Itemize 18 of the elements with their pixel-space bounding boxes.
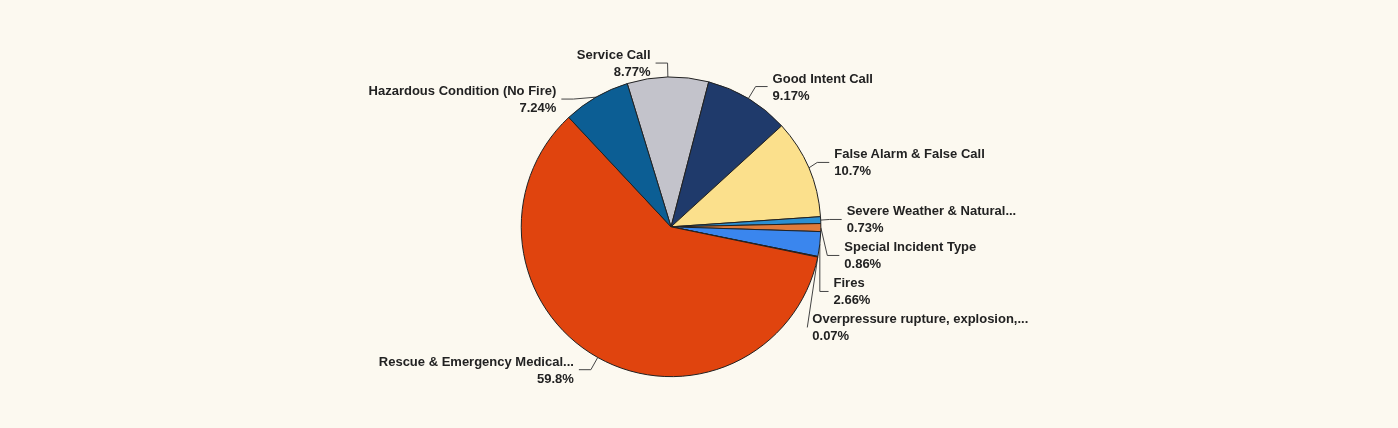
data-label: 7.24% bbox=[519, 100, 557, 116]
slice-label: Rescue & Emergency Medical... bbox=[378, 353, 574, 369]
data-label: 8.77% bbox=[613, 64, 651, 80]
slice-label: Fires bbox=[833, 275, 865, 291]
slice-label: Service Call bbox=[576, 47, 651, 63]
data-label: 59.8% bbox=[537, 370, 575, 386]
data-label: 10.7% bbox=[834, 163, 872, 179]
slice-label: False Alarm & False Call bbox=[834, 146, 985, 162]
data-label: 0.07% bbox=[812, 328, 850, 344]
slice-label: Special Incident Type bbox=[844, 239, 977, 255]
slice-label: Overpressure rupture, explosion,... bbox=[812, 311, 1029, 327]
data-label: 9.17% bbox=[772, 87, 810, 103]
slice-label: Good Intent Call bbox=[772, 70, 873, 86]
data-label: 2.66% bbox=[833, 292, 871, 308]
slice-label: Severe Weather & Natural... bbox=[846, 203, 1017, 219]
slice-label: Hazardous Condition (No Fire) bbox=[368, 83, 557, 99]
data-label: 0.73% bbox=[846, 220, 884, 236]
data-label: 0.86% bbox=[844, 256, 882, 272]
